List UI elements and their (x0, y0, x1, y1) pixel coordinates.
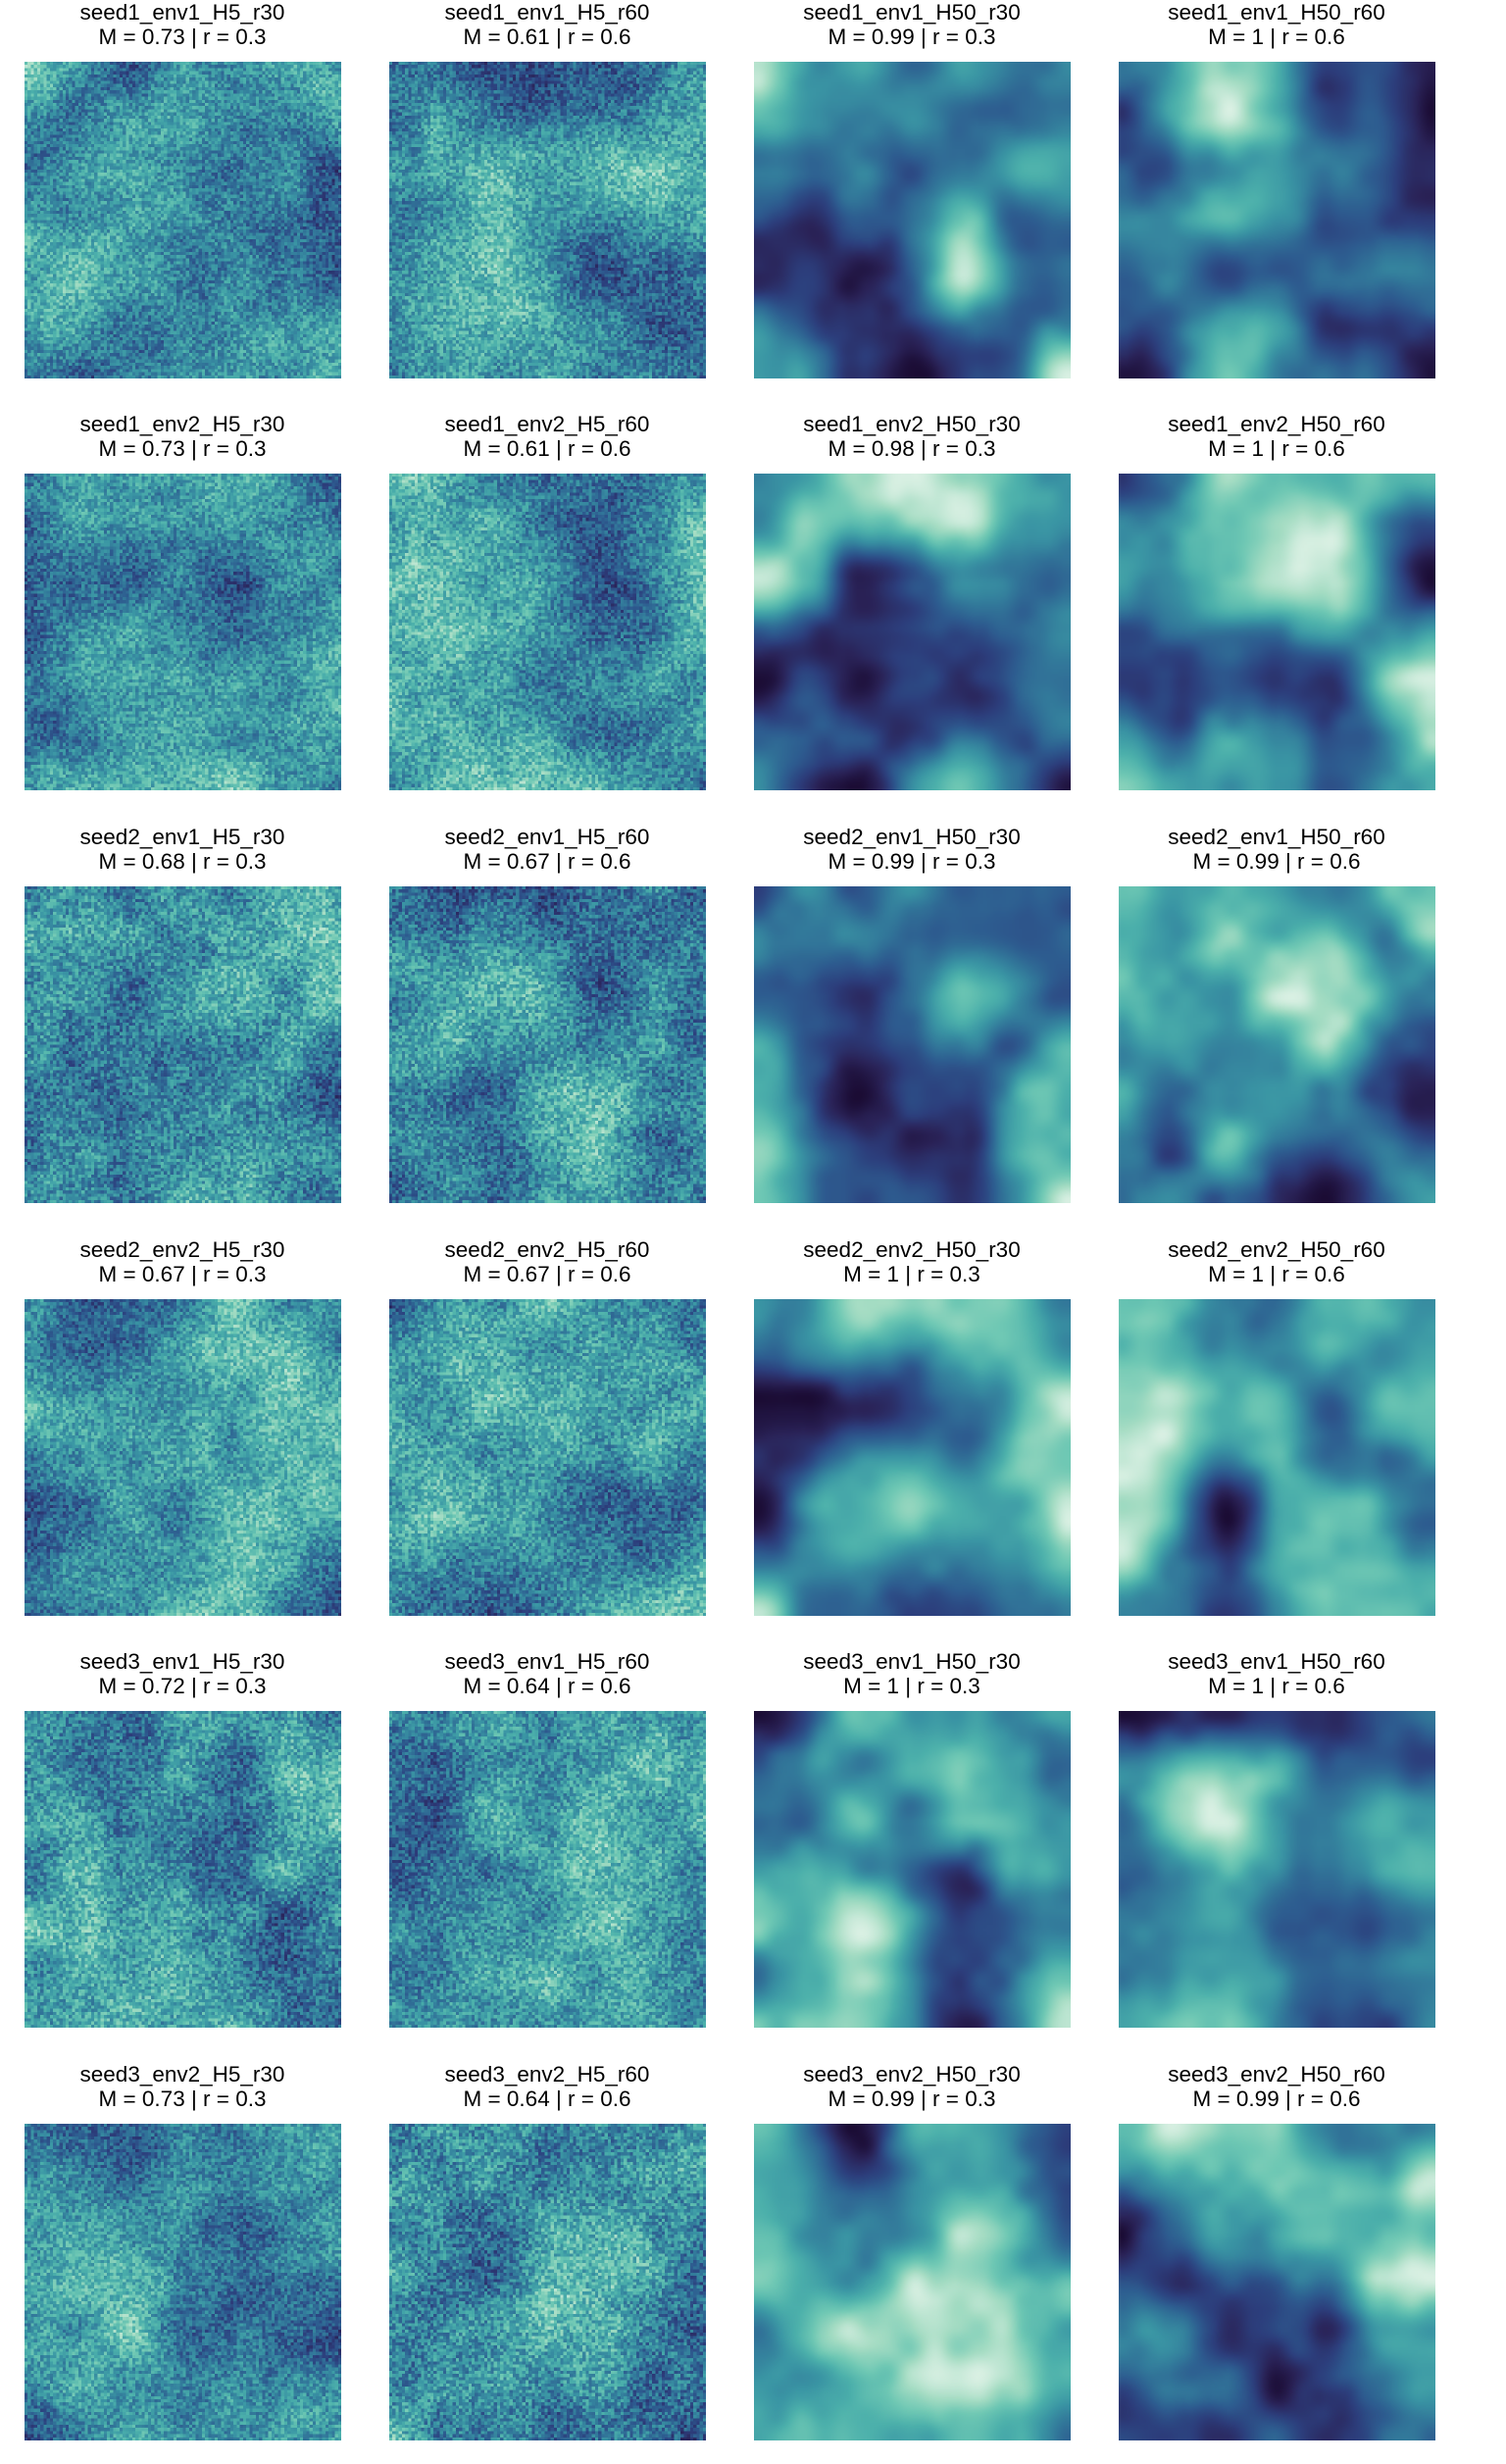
panel-subtitle: M = 0.99 | r = 0.3 (828, 849, 996, 874)
heatmap-panel: seed3_env2_H5_r60 M = 0.64 | r = 0.6 (365, 2062, 729, 2464)
panel-subtitle: M = 0.67 | r = 0.3 (98, 1262, 267, 1286)
panel-title: seed2_env1_H5_r30 (79, 825, 285, 849)
heatmap-panel: seed2_env2_H50_r30 M = 1 | r = 0.3 (729, 1237, 1094, 1639)
panel-title: seed1_env2_H5_r30 (79, 412, 285, 436)
heatmap-image (1119, 2124, 1435, 2440)
panel-title: seed1_env2_H5_r60 (444, 412, 650, 436)
heatmap-panel: seed3_env1_H5_r60 M = 0.64 | r = 0.6 (365, 1649, 729, 2051)
heatmap-image (1119, 62, 1435, 378)
panel-subtitle: M = 0.67 | r = 0.6 (463, 1262, 631, 1286)
heatmap-image (1119, 1299, 1435, 1616)
panel-subtitle: M = 1 | r = 0.3 (843, 1262, 980, 1286)
heatmap-panel: seed1_env1_H50_r60 M = 1 | r = 0.6 (1094, 0, 1459, 402)
panel-subtitle: M = 0.99 | r = 0.3 (828, 2087, 996, 2111)
heatmap-image (25, 62, 341, 378)
heatmap-image (1119, 1711, 1435, 2028)
heatmap-panel: seed1_env2_H50_r30 M = 0.98 | r = 0.3 (729, 412, 1094, 814)
panel-title: seed2_env2_H50_r30 (803, 1237, 1021, 1262)
panel-subtitle: M = 0.73 | r = 0.3 (98, 25, 267, 49)
panel-subtitle: M = 1 | r = 0.6 (1208, 436, 1345, 461)
heatmap-panel: seed3_env2_H50_r60 M = 0.99 | r = 0.6 (1094, 2062, 1459, 2464)
panel-title: seed1_env2_H50_r30 (803, 412, 1021, 436)
heatmap-panel: seed1_env1_H50_r30 M = 0.99 | r = 0.3 (729, 0, 1094, 402)
heatmap-image (1119, 474, 1435, 790)
heatmap-image (1119, 886, 1435, 1203)
panel-subtitle: M = 0.72 | r = 0.3 (98, 1674, 267, 1698)
heatmap-image (389, 886, 706, 1203)
heatmap-panel: seed1_env1_H5_r60 M = 0.61 | r = 0.6 (365, 0, 729, 402)
panel-title: seed3_env1_H50_r60 (1168, 1649, 1385, 1674)
heatmap-image (25, 1299, 341, 1616)
panel-subtitle: M = 0.67 | r = 0.6 (463, 849, 631, 874)
panel-subtitle: M = 1 | r = 0.6 (1208, 1674, 1345, 1698)
heatmap-panel: seed1_env2_H5_r60 M = 0.61 | r = 0.6 (365, 412, 729, 814)
panel-subtitle: M = 1 | r = 0.6 (1208, 25, 1345, 49)
heatmap-image (25, 886, 341, 1203)
panel-subtitle: M = 1 | r = 0.3 (843, 1674, 980, 1698)
heatmap-image (389, 1711, 706, 2028)
panel-subtitle: M = 0.61 | r = 0.6 (463, 25, 631, 49)
panel-title: seed2_env1_H50_r30 (803, 825, 1021, 849)
panel-title: seed3_env1_H50_r30 (803, 1649, 1021, 1674)
panel-subtitle: M = 1 | r = 0.6 (1208, 1262, 1345, 1286)
heatmap-panel: seed1_env2_H50_r60 M = 1 | r = 0.6 (1094, 412, 1459, 814)
heatmap-image (754, 2124, 1071, 2440)
panel-title: seed1_env1_H5_r60 (444, 0, 650, 25)
panel-title: seed3_env2_H5_r30 (79, 2062, 285, 2087)
panel-subtitle: M = 0.98 | r = 0.3 (828, 436, 996, 461)
panel-title: seed2_env2_H5_r30 (79, 1237, 285, 1262)
heatmap-panel: seed3_env1_H50_r60 M = 1 | r = 0.6 (1094, 1649, 1459, 2051)
panel-subtitle: M = 0.73 | r = 0.3 (98, 2087, 267, 2111)
heatmap-panel: seed2_env2_H5_r30 M = 0.67 | r = 0.3 (0, 1237, 365, 1639)
heatmap-image (25, 2124, 341, 2440)
heatmap-panel: seed1_env1_H5_r30 M = 0.73 | r = 0.3 (0, 0, 365, 402)
heatmap-panel: seed2_env1_H5_r30 M = 0.68 | r = 0.3 (0, 825, 365, 1227)
heatmap-image (389, 1299, 706, 1616)
panel-subtitle: M = 0.68 | r = 0.3 (98, 849, 267, 874)
panel-title: seed3_env2_H50_r60 (1168, 2062, 1385, 2087)
panel-title: seed1_env1_H5_r30 (79, 0, 285, 25)
heatmap-panel: seed2_env2_H5_r60 M = 0.67 | r = 0.6 (365, 1237, 729, 1639)
panel-title: seed2_env2_H50_r60 (1168, 1237, 1385, 1262)
panel-subtitle: M = 0.61 | r = 0.6 (463, 436, 631, 461)
heatmap-image (25, 474, 341, 790)
heatmap-panel: seed3_env1_H5_r30 M = 0.72 | r = 0.3 (0, 1649, 365, 2051)
panel-title: seed1_env1_H50_r60 (1168, 0, 1385, 25)
panel-title: seed3_env2_H50_r30 (803, 2062, 1021, 2087)
heatmap-image (389, 474, 706, 790)
panel-title: seed1_env2_H50_r60 (1168, 412, 1385, 436)
heatmap-image (389, 2124, 706, 2440)
panel-subtitle: M = 0.99 | r = 0.6 (1192, 849, 1361, 874)
heatmap-image (754, 474, 1071, 790)
panel-subtitle: M = 0.73 | r = 0.3 (98, 436, 267, 461)
panel-title: seed3_env1_H5_r60 (444, 1649, 650, 1674)
heatmap-panel: seed2_env1_H50_r60 M = 0.99 | r = 0.6 (1094, 825, 1459, 1227)
heatmap-image (754, 62, 1071, 378)
heatmap-panel: seed2_env1_H5_r60 M = 0.67 | r = 0.6 (365, 825, 729, 1227)
panel-title: seed2_env2_H5_r60 (444, 1237, 650, 1262)
panel-title: seed3_env2_H5_r60 (444, 2062, 650, 2087)
panel-subtitle: M = 0.64 | r = 0.6 (463, 2087, 631, 2111)
heatmap-image (389, 62, 706, 378)
panel-subtitle: M = 0.99 | r = 0.6 (1192, 2087, 1361, 2111)
panel-subtitle: M = 0.99 | r = 0.3 (828, 25, 996, 49)
heatmap-image (754, 1299, 1071, 1616)
heatmap-panel: seed3_env2_H5_r30 M = 0.73 | r = 0.3 (0, 2062, 365, 2464)
panel-title: seed1_env1_H50_r30 (803, 0, 1021, 25)
heatmap-panel: seed3_env1_H50_r30 M = 1 | r = 0.3 (729, 1649, 1094, 2051)
panel-title: seed2_env1_H5_r60 (444, 825, 650, 849)
panel-title: seed2_env1_H50_r60 (1168, 825, 1385, 849)
heatmap-image (25, 1711, 341, 2028)
heatmap-panel: seed2_env2_H50_r60 M = 1 | r = 0.6 (1094, 1237, 1459, 1639)
heatmap-panel: seed1_env2_H5_r30 M = 0.73 | r = 0.3 (0, 412, 365, 814)
panel-subtitle: M = 0.64 | r = 0.6 (463, 1674, 631, 1698)
panel-title: seed3_env1_H5_r30 (79, 1649, 285, 1674)
heatmap-image (754, 886, 1071, 1203)
heatmap-panel: seed2_env1_H50_r30 M = 0.99 | r = 0.3 (729, 825, 1094, 1227)
heatmap-panel: seed3_env2_H50_r30 M = 0.99 | r = 0.3 (729, 2062, 1094, 2464)
heatmap-image (754, 1711, 1071, 2028)
